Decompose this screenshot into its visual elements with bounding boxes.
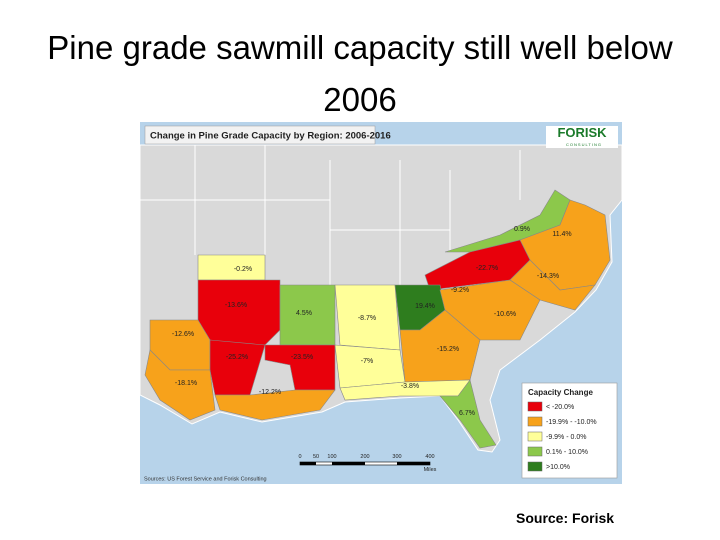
scale-label: 300 <box>392 454 401 460</box>
region-label: -12.2% <box>259 389 281 396</box>
legend-swatch <box>527 431 543 442</box>
region <box>214 389 336 421</box>
scale-label: 400 <box>425 454 434 460</box>
logo-sub: CONSULTING <box>566 142 602 147</box>
region <box>197 279 281 346</box>
region-label: -3.8% <box>401 383 419 390</box>
region-label: -18.1% <box>175 380 197 387</box>
region-label: -25.2% <box>226 354 248 361</box>
slide-source: Source: Forisk <box>516 510 615 526</box>
region <box>264 344 336 391</box>
region-label: -15.2% <box>437 346 459 353</box>
scale-label: 100 <box>327 454 336 460</box>
region-label: 11.4% <box>552 231 571 238</box>
region-label: -12.6% <box>172 331 194 338</box>
legend-title: Capacity Change <box>528 388 593 397</box>
scale-bar-seg <box>300 462 316 465</box>
region-label: -8.7% <box>358 315 376 322</box>
region-label: 19.4% <box>415 303 435 310</box>
region-label: 0.9% <box>514 226 530 233</box>
legend-swatch <box>527 446 543 457</box>
scale-label: 50 <box>313 454 319 460</box>
region-label: -22.7% <box>476 265 498 272</box>
map-source: Sources: US Forest Service and Forisk Co… <box>144 476 267 482</box>
region-label: -0.2% <box>234 266 252 273</box>
region-label: -23.5% <box>291 354 313 361</box>
region-label: -7% <box>361 358 373 365</box>
legend-label: -9.9% - 0.0% <box>546 434 586 441</box>
scale-label: 200 <box>360 454 369 460</box>
region <box>197 254 266 281</box>
legend-swatch <box>527 401 543 412</box>
scale-label: 0 <box>298 454 301 460</box>
region-label: 4.5% <box>296 310 312 317</box>
scale-bar-seg <box>397 462 430 465</box>
scale-bar-seg <box>332 462 365 465</box>
region <box>144 349 216 421</box>
region <box>334 344 406 389</box>
legend-label: < -20.0% <box>546 404 574 411</box>
scale-unit: Miles <box>424 467 437 473</box>
map-title-box <box>144 125 376 145</box>
legend-label: -19.9% - -10.0% <box>546 419 597 426</box>
state-borders <box>140 145 521 285</box>
map-title: Change in Pine Grade Capacity by Region:… <box>150 131 391 142</box>
slide-title: Pine grade sawmill capacity still well b… <box>47 29 673 118</box>
legend-label: 0.1% - 10.0% <box>546 449 588 456</box>
legend-swatch <box>527 416 543 427</box>
logo: FORISK <box>557 125 607 140</box>
scale-bar: 0 50 100 200 300 400 Miles <box>298 454 436 473</box>
region-label: -13.6% <box>225 302 247 309</box>
region <box>439 379 497 449</box>
legend-swatch <box>527 461 543 472</box>
region-label: -9.2% <box>451 287 469 294</box>
region-label: 6.7% <box>459 410 475 417</box>
logo-box <box>546 126 618 148</box>
legend-label: >10.0% <box>546 464 570 471</box>
legend-items: < -20.0% -19.9% - -10.0% -9.9% - 0.0% 0.1% … <box>527 401 597 472</box>
region-label: -14.3% <box>537 273 559 280</box>
region-label: -10.6% <box>494 311 516 318</box>
